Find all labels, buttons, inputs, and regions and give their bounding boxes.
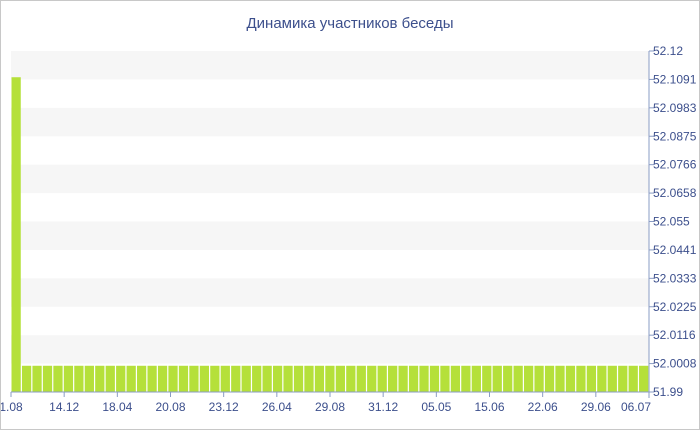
bar (262, 365, 272, 392)
y-tick-label: 52.0008 (653, 357, 697, 371)
x-tick-label: 20.08 (155, 400, 185, 414)
y-tick-label: 52.0658 (653, 186, 697, 200)
bar (597, 365, 607, 392)
bar (126, 365, 136, 392)
bar (586, 365, 597, 392)
grid-band (11, 107, 649, 137)
bar (461, 365, 471, 392)
x-tick-label: 29.06 (581, 400, 611, 414)
x-tick-label: 18.04 (102, 400, 132, 414)
bar (408, 365, 419, 392)
x-tick-label: 05.05 (421, 400, 451, 414)
x-tick-label: 14.12 (49, 400, 79, 414)
y-tick-label: 52.0875 (653, 129, 697, 143)
bar (513, 365, 523, 392)
bar (199, 365, 210, 392)
x-tick-label: 15.06 (474, 400, 504, 414)
bar (32, 365, 42, 392)
bar (293, 365, 304, 392)
grid-band (11, 221, 649, 250)
bar (210, 365, 220, 392)
grid-band (11, 278, 649, 307)
bar (21, 365, 32, 392)
bar (471, 365, 481, 392)
bar (628, 365, 638, 392)
bar (157, 365, 168, 392)
bar (367, 365, 377, 392)
bar (492, 365, 502, 392)
bar (544, 365, 555, 392)
bar (639, 365, 649, 392)
bar (346, 365, 356, 392)
x-tick-label: 1.08 (1, 400, 23, 414)
bar (419, 365, 429, 392)
bar (74, 365, 84, 392)
x-tick-label: 29.08 (315, 400, 345, 414)
chart-title: Динамика участников беседы (246, 15, 454, 32)
x-tick-label: 26.04 (262, 400, 292, 414)
bar (503, 365, 513, 392)
bar (178, 365, 189, 392)
bar (388, 365, 398, 392)
bar (252, 365, 262, 392)
bar (534, 365, 544, 392)
bar (283, 365, 293, 392)
bar (440, 365, 450, 392)
bar (618, 365, 628, 392)
bar (576, 365, 586, 392)
bar (325, 365, 335, 392)
bar (137, 365, 147, 392)
bar (168, 365, 178, 392)
x-tick-label: 06.07 (621, 400, 651, 414)
bar (314, 365, 325, 392)
bar (377, 365, 387, 392)
bar (241, 365, 251, 392)
bar (607, 365, 617, 392)
bar (398, 365, 408, 392)
x-tick-label: 22.06 (528, 400, 558, 414)
bar (555, 365, 565, 392)
grid-band (11, 51, 649, 80)
bar (11, 77, 21, 392)
bar (95, 365, 105, 392)
bar (116, 365, 126, 392)
y-tick-label: 52.0766 (653, 158, 697, 172)
bar (523, 365, 534, 392)
bar (220, 365, 230, 392)
y-tick-label: 52.0225 (653, 300, 697, 314)
bar (356, 365, 366, 392)
bar (450, 365, 461, 392)
y-tick-label: 52.0983 (653, 101, 697, 115)
bar (147, 365, 157, 392)
bar (429, 365, 440, 392)
bar (482, 365, 492, 392)
y-tick-label: 52.0441 (653, 243, 697, 257)
bar (189, 365, 199, 392)
bar (304, 365, 314, 392)
grid-band (11, 164, 649, 194)
bar (565, 365, 576, 392)
bar (105, 365, 115, 392)
x-tick-label: 31.12 (368, 400, 398, 414)
bar (231, 365, 241, 392)
y-tick-label: 52.055 (653, 215, 690, 229)
y-tick-label: 52.0116 (653, 328, 696, 342)
x-tick-label: 23.12 (209, 400, 239, 414)
bar (335, 365, 345, 392)
y-tick-label: 52.12 (653, 44, 683, 58)
bar (63, 365, 74, 392)
bar (42, 365, 53, 392)
y-tick-label: 51.99 (653, 385, 683, 399)
bar (272, 365, 283, 392)
bar (53, 365, 63, 392)
y-tick-label: 52.0333 (653, 271, 697, 285)
y-tick-label: 52.1091 (653, 72, 697, 86)
grid-band (11, 335, 649, 364)
bar (84, 365, 94, 392)
